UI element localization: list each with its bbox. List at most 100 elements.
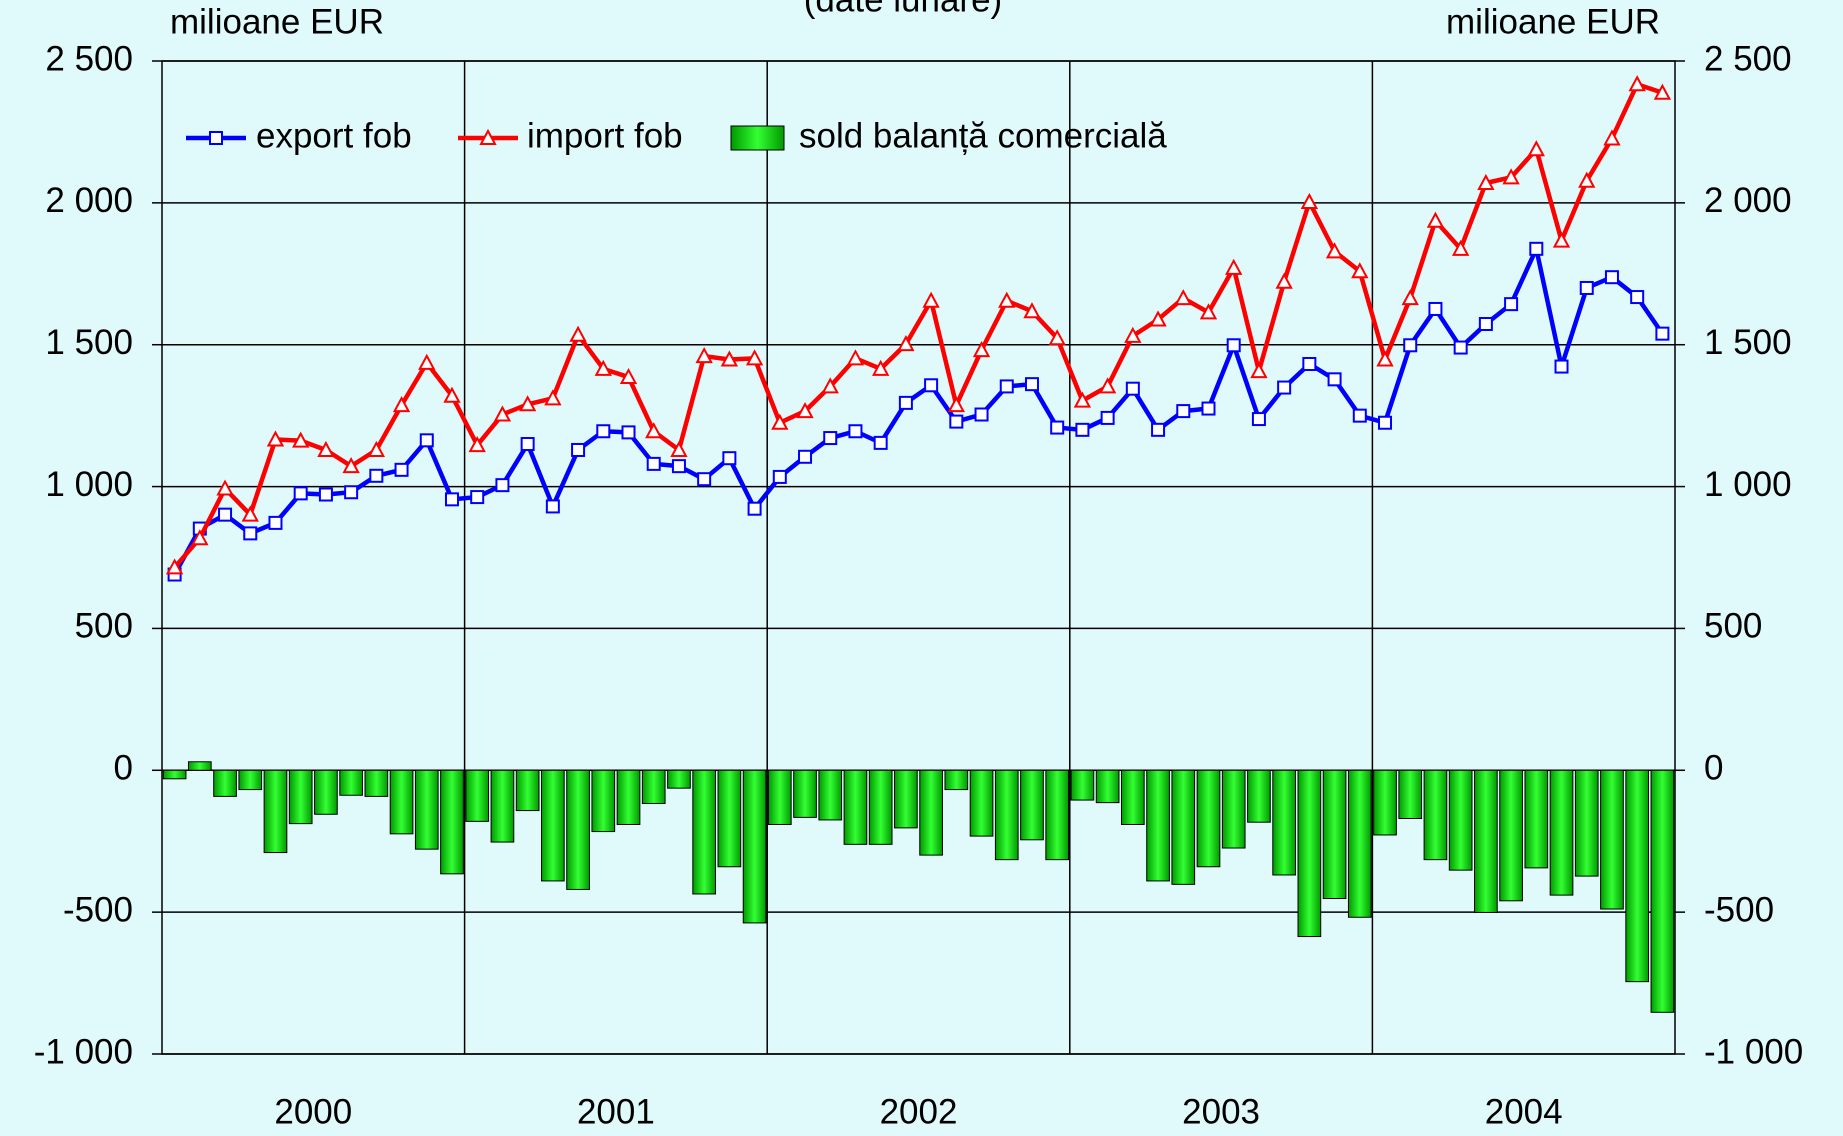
marker [545, 499, 560, 514]
marker [1050, 420, 1065, 435]
bar [1625, 769, 1650, 983]
marker [645, 422, 663, 439]
marker [493, 405, 512, 422]
y-tick-label: 500 [75, 607, 133, 646]
bar [515, 769, 540, 812]
bar [1247, 769, 1271, 823]
marker [670, 440, 688, 457]
marker [924, 378, 939, 393]
marker [897, 335, 915, 352]
marker [796, 401, 814, 419]
bar [818, 769, 843, 821]
marker [571, 442, 586, 457]
marker [873, 435, 888, 450]
marker [1504, 297, 1519, 312]
marker [1401, 289, 1419, 306]
bar [1600, 769, 1624, 910]
marker [747, 501, 762, 516]
plot-frame [161, 60, 1676, 1055]
marker [443, 386, 461, 403]
marker [1098, 377, 1117, 394]
marker [243, 526, 258, 541]
marker [619, 367, 638, 385]
y2-tick-label: 500 [1704, 607, 1762, 646]
marker [1226, 338, 1241, 353]
bar [692, 769, 717, 895]
y2-tick-label: 2 000 [1704, 181, 1792, 220]
y2-tick-label: 1 000 [1704, 465, 1792, 504]
y-tick-label: -1 000 [34, 1032, 133, 1071]
bar [843, 769, 868, 845]
bar [440, 769, 464, 875]
bar [994, 769, 1019, 861]
y-tick-label: 1 000 [45, 465, 133, 504]
bar [566, 769, 590, 890]
bar [1297, 769, 1322, 938]
marker [1300, 192, 1319, 210]
marker [772, 469, 787, 484]
bar [1045, 769, 1070, 861]
marker [771, 413, 789, 430]
y2-tick-label: -1 000 [1704, 1032, 1803, 1071]
bar [742, 769, 767, 924]
marker [947, 396, 965, 413]
marker [720, 350, 739, 367]
y-tick-label: 2 500 [45, 39, 133, 78]
y-tick-label: -500 [63, 890, 133, 929]
marker [821, 377, 839, 394]
marker [848, 424, 863, 439]
marker [520, 437, 535, 452]
marker [394, 462, 409, 477]
marker [218, 507, 233, 522]
y2-tick-label: 1 500 [1704, 323, 1792, 362]
marker [1024, 377, 1039, 392]
bar [465, 769, 490, 822]
marker [949, 414, 964, 429]
marker [165, 558, 184, 575]
marker [342, 457, 360, 474]
marker [695, 346, 713, 364]
bar [717, 769, 742, 868]
y-tick-label: 1 500 [45, 323, 133, 362]
marker [745, 349, 764, 366]
marker [1579, 280, 1594, 295]
marker [317, 440, 335, 457]
bar [213, 769, 237, 797]
marker [1073, 391, 1092, 408]
bar [1171, 769, 1196, 885]
marker [470, 490, 485, 505]
marker [1048, 329, 1066, 346]
marker [798, 449, 813, 464]
bar [1398, 769, 1423, 820]
legend-label: import fob [527, 116, 683, 155]
marker [1655, 326, 1670, 341]
x-group-label: 2001 [577, 1092, 655, 1131]
marker [596, 424, 611, 439]
marker [392, 396, 411, 413]
marker [1628, 75, 1646, 92]
marker [722, 451, 737, 466]
marker [1352, 408, 1367, 423]
marker [1502, 168, 1520, 185]
bar [868, 769, 893, 845]
legend-label: export fob [256, 116, 412, 155]
marker [1630, 290, 1645, 305]
line [172, 82, 1664, 569]
bar [1221, 769, 1246, 849]
marker [1552, 231, 1571, 248]
y2-tick-label: 2 500 [1704, 39, 1792, 78]
marker [1124, 326, 1142, 343]
bar [1423, 769, 1448, 861]
marker [191, 529, 209, 546]
marker [1378, 415, 1393, 430]
marker [1225, 258, 1243, 275]
bar [490, 769, 515, 843]
x-group-label: 2000 [274, 1092, 352, 1131]
marker [1151, 422, 1166, 437]
marker [209, 131, 223, 145]
marker [974, 407, 989, 422]
marker [671, 459, 686, 474]
marker [1376, 350, 1394, 367]
